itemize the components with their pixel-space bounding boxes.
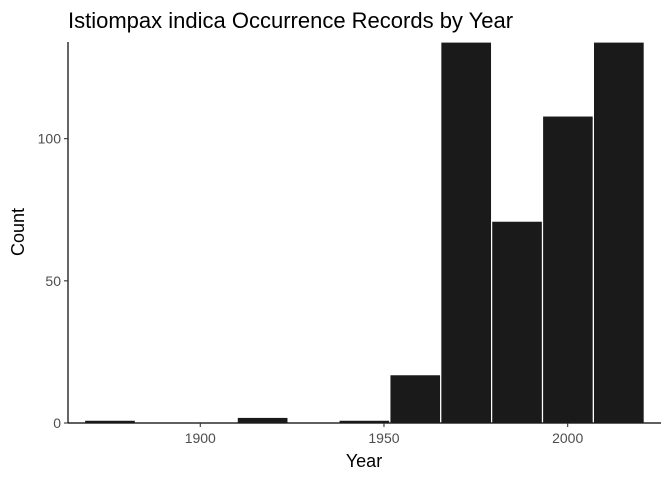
y-tick-label: 0	[53, 415, 61, 431]
histogram-bar-6	[389, 374, 442, 424]
x-axis-title: Year	[346, 451, 382, 471]
histogram-bar-9	[541, 115, 595, 424]
x-tick-label: 2000	[552, 430, 583, 446]
histogram-bar-10	[592, 41, 645, 424]
histogram-bar-8	[491, 220, 544, 424]
histogram-bar-3	[236, 416, 289, 424]
y-axis-title: Count	[8, 208, 28, 256]
y-tick-label: 50	[45, 273, 61, 289]
chart-title: Istiompax indica Occurrence Records by Y…	[68, 8, 513, 33]
x-tick-label: 1900	[185, 430, 216, 446]
x-ticks-group: 1900 1950 2000	[185, 423, 583, 446]
bars-group	[83, 41, 645, 424]
histogram-bar-7	[440, 41, 493, 424]
y-tick-label: 100	[38, 131, 62, 147]
y-ticks-group: 0 50 100	[38, 131, 68, 431]
x-tick-label: 1950	[368, 430, 399, 446]
